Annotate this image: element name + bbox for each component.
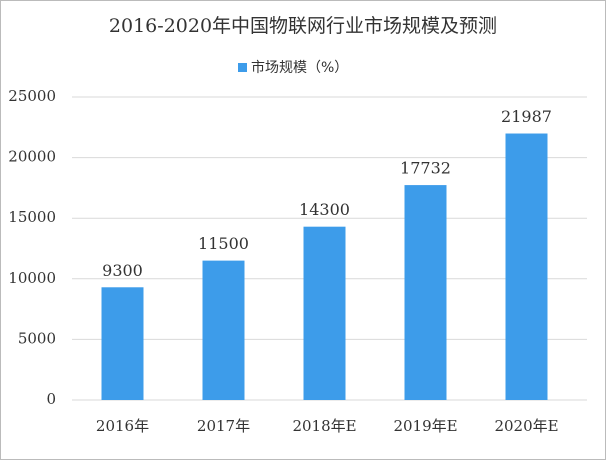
value-label: 14300 <box>299 200 350 219</box>
y-tick-label: 10000 <box>8 269 56 287</box>
x-tick-label: 2020年E <box>494 417 558 435</box>
y-tick-label: 25000 <box>8 87 56 105</box>
y-tick-label: 0 <box>46 390 56 408</box>
x-tick-label: 2017年 <box>197 417 250 435</box>
bar <box>505 133 548 400</box>
value-label: 21987 <box>501 107 552 126</box>
y-tick-label: 5000 <box>18 329 56 347</box>
x-tick-label: 2019年E <box>393 417 457 435</box>
legend-label: 市场规模（%） <box>251 59 348 76</box>
x-tick-label: 2016年 <box>96 417 149 435</box>
value-label: 17732 <box>400 159 451 178</box>
value-label: 9300 <box>102 261 143 280</box>
bar <box>101 287 144 400</box>
legend-swatch <box>238 63 247 72</box>
chart-title: 2016-2020年中国物联网行业市场规模及预测 <box>109 15 497 37</box>
bar <box>303 226 346 400</box>
x-tick-label: 2018年E <box>292 417 356 435</box>
y-tick-label: 15000 <box>8 208 56 226</box>
bar <box>404 185 447 400</box>
value-label: 11500 <box>198 234 249 253</box>
bar <box>202 260 245 400</box>
y-tick-label: 20000 <box>8 148 56 166</box>
